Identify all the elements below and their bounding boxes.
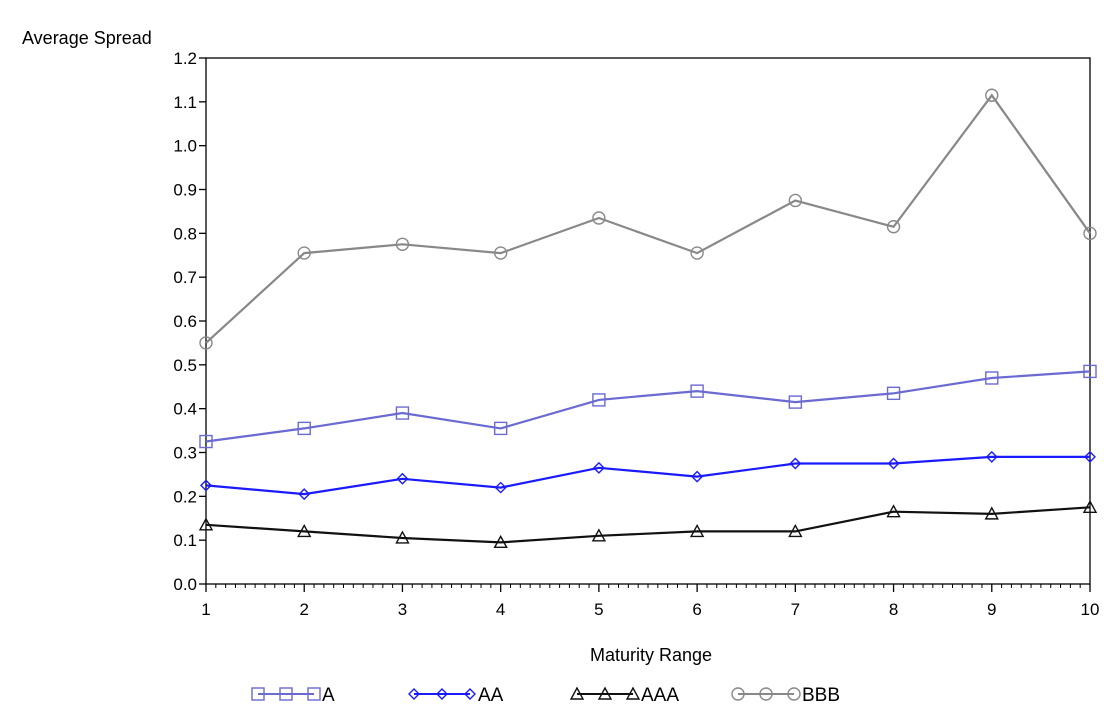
y-axis-title: Average Spread bbox=[22, 28, 152, 48]
data-point-bbb bbox=[985, 88, 999, 102]
legend-marker-a bbox=[251, 687, 265, 701]
legend: A AA AAA BBB bbox=[251, 685, 840, 706]
legend-marker-aaa bbox=[597, 686, 613, 700]
legend-marker-aa bbox=[436, 688, 448, 700]
legend-marker-a bbox=[279, 687, 293, 701]
plot-frame bbox=[205, 57, 1091, 585]
data-point-bbb bbox=[395, 237, 410, 251]
legend-item-aa: AA bbox=[408, 685, 504, 706]
y-tick-label: 1.2 bbox=[173, 49, 197, 68]
legend-label-aa: AA bbox=[478, 685, 504, 706]
y-tick-label: 0.7 bbox=[173, 268, 197, 287]
series-bbb bbox=[199, 88, 1097, 350]
data-point-a bbox=[297, 421, 311, 436]
data-point-bbb bbox=[886, 220, 901, 234]
x-tick-label: 4 bbox=[496, 600, 505, 619]
legend-item-aaa: AAA bbox=[569, 685, 679, 706]
axes: 0.0 0.1 0.2 0.3 0.4 0.5 0.6 0.7 0.8 0.9 1.0 1.1 1.2 1… bbox=[173, 49, 1099, 619]
y-tick-label: 0.5 bbox=[173, 356, 197, 375]
data-point-aaa bbox=[788, 523, 803, 538]
legend-label-a: A bbox=[322, 685, 335, 706]
data-point-bbb bbox=[1083, 226, 1097, 241]
y-tick-label: 0.1 bbox=[173, 531, 197, 550]
x-tick-label: 7 bbox=[791, 600, 800, 619]
data-point-bbb bbox=[493, 246, 508, 260]
data-point-bbb bbox=[592, 211, 606, 225]
series-layer bbox=[198, 88, 1098, 549]
y-tick-label: 0.8 bbox=[173, 224, 197, 243]
data-point-bbb bbox=[788, 193, 803, 208]
x-tick-label: 5 bbox=[594, 600, 603, 619]
data-point-a bbox=[690, 384, 704, 398]
legend-marker-aaa bbox=[569, 686, 585, 700]
data-point-aaa bbox=[984, 506, 999, 520]
series-aaa bbox=[198, 499, 1098, 549]
x-tick-label: 9 bbox=[987, 600, 996, 619]
data-point-a bbox=[395, 406, 410, 420]
x-tick-label: 8 bbox=[889, 600, 898, 619]
series-a bbox=[199, 364, 1097, 449]
data-point-aa bbox=[789, 457, 802, 470]
legend-item-bbb: BBB bbox=[731, 685, 840, 706]
legend-marker-bbb bbox=[731, 687, 745, 701]
legend-marker-bbb bbox=[787, 687, 801, 701]
legend-marker-a bbox=[307, 687, 321, 701]
data-point-aa bbox=[691, 470, 704, 483]
legend-marker-bbb bbox=[759, 687, 773, 701]
series-line-bbb bbox=[205, 93, 1091, 344]
x-tick-label: 3 bbox=[398, 600, 407, 619]
series-aa bbox=[200, 450, 1096, 501]
y-tick-label: 1.1 bbox=[173, 93, 197, 112]
data-point-aa bbox=[887, 457, 900, 470]
data-point-a bbox=[886, 386, 901, 401]
data-point-aa bbox=[200, 479, 212, 492]
data-point-aa bbox=[494, 481, 507, 494]
data-point-aaa bbox=[886, 504, 901, 518]
legend-marker-aa bbox=[464, 688, 476, 700]
data-point-aaa bbox=[198, 517, 214, 531]
y-tick-label: 0.0 bbox=[173, 575, 197, 594]
x-tick-label: 6 bbox=[692, 600, 701, 619]
data-point-aaa bbox=[1082, 499, 1098, 513]
y-tick-label: 0.4 bbox=[173, 400, 197, 419]
data-point-aaa bbox=[591, 528, 607, 542]
data-point-aa bbox=[985, 450, 998, 463]
data-point-aaa bbox=[395, 530, 410, 544]
data-point-a bbox=[985, 371, 999, 385]
series-line-aaa bbox=[205, 506, 1091, 544]
series-line-a bbox=[205, 370, 1091, 443]
y-tick-label: 1.0 bbox=[173, 137, 197, 156]
y-tick-label: 0.2 bbox=[173, 487, 197, 506]
data-point-aa bbox=[592, 461, 605, 474]
x-tick-label: 1 bbox=[201, 600, 210, 619]
y-tick-label: 0.6 bbox=[173, 312, 197, 331]
x-tick-label: 10 bbox=[1081, 600, 1100, 619]
data-point-a bbox=[199, 434, 213, 449]
x-tick-label: 2 bbox=[299, 600, 308, 619]
legend-label-bbb: BBB bbox=[802, 685, 840, 706]
legend-label-aaa: AAA bbox=[641, 685, 679, 706]
data-point-a bbox=[592, 393, 606, 407]
data-point-bbb bbox=[690, 246, 704, 260]
data-point-a bbox=[493, 421, 508, 436]
legend-marker-aa bbox=[408, 688, 420, 700]
data-point-aa bbox=[1084, 450, 1096, 463]
x-axis-title: Maturity Range bbox=[590, 645, 712, 665]
series-line-aa bbox=[205, 455, 1090, 496]
data-point-aaa bbox=[297, 523, 312, 538]
data-point-bbb bbox=[199, 336, 213, 350]
data-point-aaa bbox=[493, 534, 508, 549]
y-tick-label: 0.3 bbox=[173, 444, 197, 463]
legend-marker-aaa bbox=[625, 686, 641, 700]
data-point-aa bbox=[396, 472, 409, 485]
y-tick-label: 0.9 bbox=[173, 181, 197, 200]
data-point-aaa bbox=[689, 523, 705, 538]
data-point-a bbox=[788, 395, 803, 409]
legend-item-a: A bbox=[251, 685, 335, 706]
data-point-a bbox=[1083, 364, 1097, 379]
data-point-aa bbox=[298, 488, 311, 501]
data-point-bbb bbox=[297, 246, 311, 260]
